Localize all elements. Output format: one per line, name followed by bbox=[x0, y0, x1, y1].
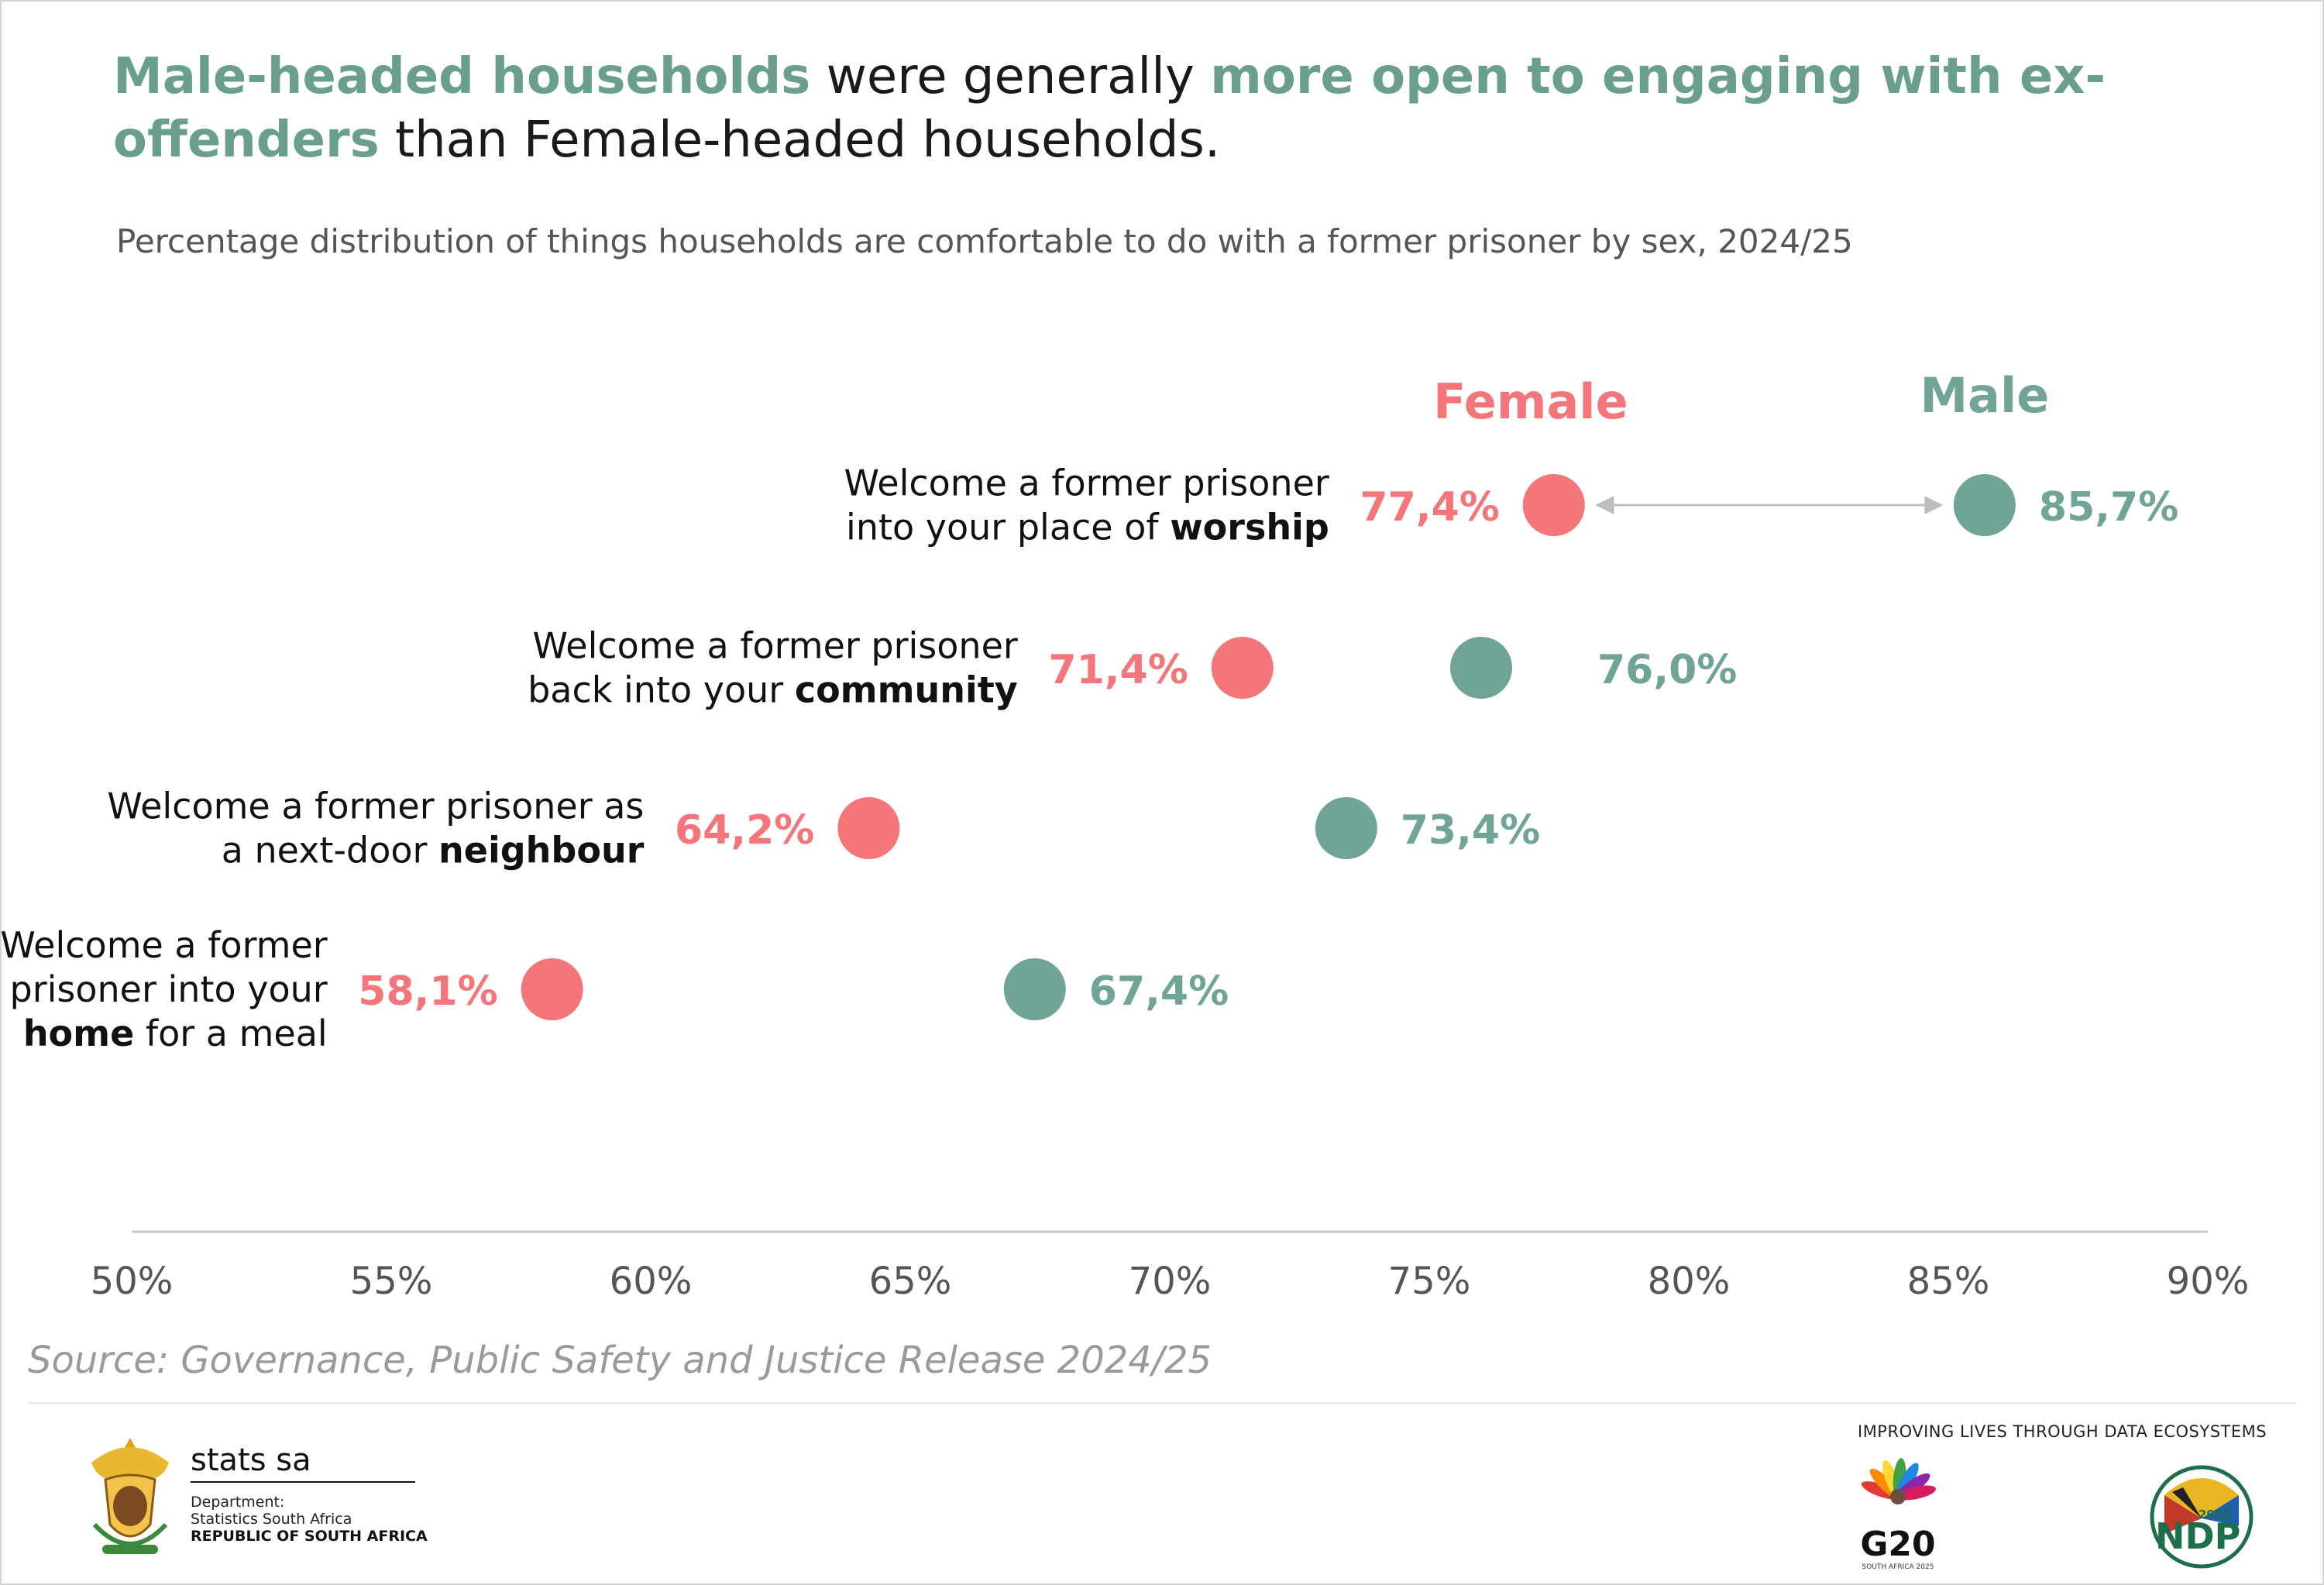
statssa-department: Department: Statistics South Africa bbox=[191, 1494, 352, 1528]
footer-divider bbox=[28, 1402, 2296, 1404]
category-label: Welcome a former prisoner into your place… bbox=[844, 462, 1329, 548]
male-value-label: 73,4% bbox=[1401, 807, 1540, 854]
g20-flower-icon bbox=[1861, 1458, 1936, 1504]
x-tick-label: 50% bbox=[91, 1260, 174, 1303]
chart-subtitle: Percentage distribution of things househ… bbox=[116, 222, 1853, 260]
male-value-label: 85,7% bbox=[2039, 484, 2178, 531]
coat-of-arms-icon bbox=[91, 1438, 169, 1554]
headline: Male-headed households were generally mo… bbox=[113, 45, 2205, 172]
category-label-segment: community bbox=[795, 669, 1018, 711]
g20-text: G20 bbox=[1860, 1525, 1936, 1564]
category-label-segment: prisoner into your bbox=[10, 968, 328, 1010]
statssa-dept-line-2: Statistics South Africa bbox=[191, 1511, 352, 1528]
category-label-segment: neighbour bbox=[438, 830, 645, 872]
headline-text-1: were generally bbox=[810, 48, 1211, 105]
category-label-segment: Welcome a former prisoner as bbox=[107, 786, 644, 827]
ndp-emblem-icon bbox=[2150, 1465, 2254, 1569]
category-label-segment: worship bbox=[1170, 507, 1329, 548]
female-value-label: 64,2% bbox=[675, 807, 814, 854]
statssa-dept-line-1: Department: bbox=[191, 1494, 285, 1511]
category-label-segment: home bbox=[23, 1013, 134, 1054]
headline-highlight-2: more open to engaging with ex-offenders bbox=[113, 48, 2106, 169]
category-label-segment: Welcome a former prisoner bbox=[532, 625, 1017, 667]
g20-subtext: SOUTH AFRICA 2025 bbox=[1862, 1563, 1934, 1571]
category-label-segment: Welcome a former prisoner bbox=[844, 462, 1329, 504]
tagline: IMPROVING LIVES THROUGH DATA ECOSYSTEMS bbox=[1858, 1422, 2267, 1441]
dot-plot-chart: 50% 55% 60% 65% 70% 75% 80% 85% 90% Female Male 77,… bbox=[2, 367, 2250, 1303]
category-label-segment: Welcome a former bbox=[2, 924, 328, 966]
x-tick-label: 70% bbox=[1129, 1260, 1212, 1303]
female-dot bbox=[1522, 474, 1585, 536]
x-tick-label: 65% bbox=[869, 1260, 952, 1303]
category-label-segment: a next-door bbox=[222, 830, 438, 872]
male-dot bbox=[1003, 958, 1066, 1020]
male-dot bbox=[1315, 797, 1377, 859]
g20-logo: G20 SOUTH AFRICA 2025 bbox=[1851, 1450, 1944, 1574]
category-label: Welcome a former prisoner as a next-door … bbox=[107, 786, 644, 872]
category-label: Welcome a former prisoner into your home f… bbox=[2, 924, 328, 1054]
female-dot bbox=[837, 797, 900, 859]
x-tick-label: 55% bbox=[350, 1260, 433, 1303]
headline-text-2: than Female-headed households. bbox=[379, 112, 1221, 169]
legend-male: Male bbox=[1920, 367, 2049, 424]
female-value-label: 77,4% bbox=[1360, 484, 1499, 531]
statssa-logo: stats sa Department: Statistics South Af… bbox=[76, 1432, 448, 1563]
source-note: Source: Governance, Public Safety and Ju… bbox=[28, 1339, 1212, 1382]
x-tick-label: 80% bbox=[1648, 1260, 1731, 1303]
headline-highlight-1: Male-headed households bbox=[113, 48, 811, 105]
female-dot bbox=[1211, 637, 1274, 699]
male-dot bbox=[1953, 474, 2016, 536]
legend-female: Female bbox=[1433, 373, 1628, 430]
female-value-label: 58,1% bbox=[358, 968, 497, 1015]
category-label-segment: for a meal bbox=[134, 1013, 327, 1054]
female-value-label: 71,4% bbox=[1048, 647, 1188, 693]
x-tick-label: 75% bbox=[1388, 1260, 1471, 1303]
male-value-label: 67,4% bbox=[1089, 968, 1229, 1015]
x-tick-label: 60% bbox=[610, 1260, 693, 1303]
male-value-label: 76,0% bbox=[1597, 647, 1737, 693]
category-label-segment: back into your bbox=[528, 669, 795, 711]
x-tick-label: 85% bbox=[1907, 1260, 1990, 1303]
category-label-segment: into your place of bbox=[846, 507, 1170, 548]
ndp-logo: 2030 NDP bbox=[2149, 1464, 2254, 1570]
female-dot bbox=[521, 958, 583, 1020]
statssa-name: stats sa bbox=[191, 1442, 415, 1483]
ndp-year: 2030 bbox=[2199, 1508, 2231, 1521]
x-tick-label: 90% bbox=[2167, 1260, 2250, 1303]
ndp-text: NDP bbox=[2155, 1515, 2241, 1557]
category-label: Welcome a former prisoner back into your … bbox=[528, 625, 1018, 711]
male-dot bbox=[1450, 637, 1512, 699]
statssa-country: REPUBLIC OF SOUTH AFRICA bbox=[191, 1528, 428, 1545]
